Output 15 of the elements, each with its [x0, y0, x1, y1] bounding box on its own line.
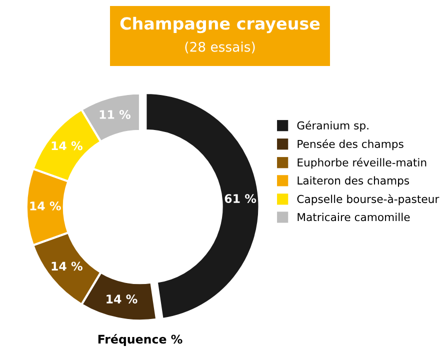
data-label: 61 % — [224, 194, 256, 204]
chart-subtitle: (28 essais) — [185, 42, 255, 54]
legend-label: Capselle bourse-à-pasteur — [297, 194, 440, 206]
data-label: 14 % — [30, 201, 61, 210]
legend-label: Géranium sp. — [297, 120, 368, 132]
data-label: 14 % — [106, 294, 138, 304]
text: Fréquence % — [98, 334, 182, 346]
legend-label: Laiteron des champs — [298, 176, 410, 187]
data-label: 11 % — [100, 110, 130, 119]
data-label: 14 % — [52, 262, 82, 271]
legend-label: Euphorbe réveille-matin — [298, 158, 426, 169]
chart-title: Champagne crayeuse — [120, 16, 320, 34]
data-label: 14 % — [52, 141, 82, 150]
legend-label: Matricaire camomille — [298, 212, 410, 222]
legend-label: Pensée des champs — [298, 139, 404, 150]
